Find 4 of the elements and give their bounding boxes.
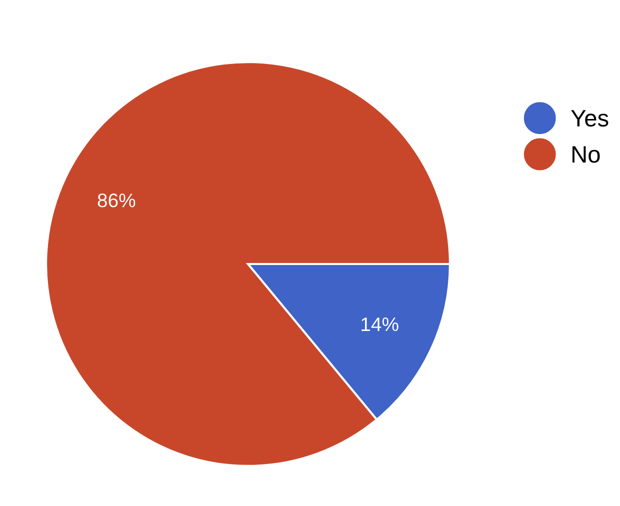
data-label: 14% [362, 317, 398, 332]
data-label: 86% [98, 194, 136, 208]
legend-label: Yes [571, 110, 608, 127]
legend-label: No [572, 146, 600, 163]
